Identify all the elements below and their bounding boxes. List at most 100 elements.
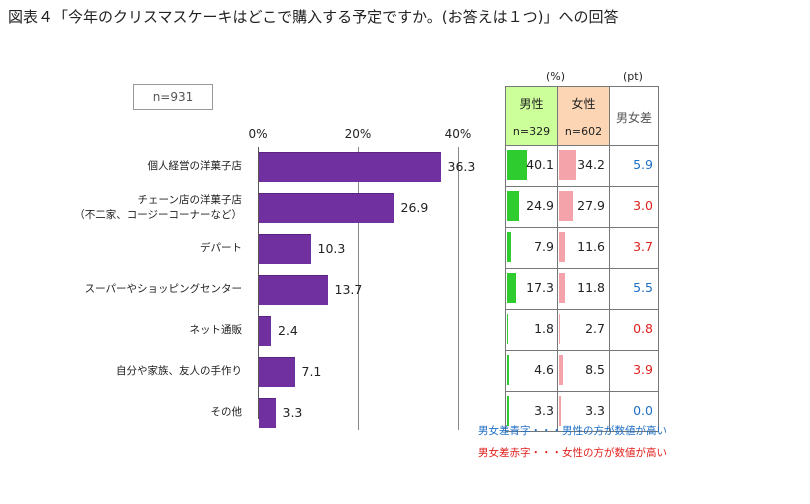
- table-cell: [505, 145, 557, 186]
- table-cell: [557, 145, 609, 186]
- diff-value: 3.7: [633, 239, 653, 254]
- page-title: 図表４「今年のクリスマスケーキはどこで購入する予定ですか。(お答えは１つ)」への…: [8, 8, 619, 26]
- bar-value-label: 3.3: [282, 404, 303, 420]
- bar-value-label: 2.4: [278, 322, 298, 338]
- category-label: 自分や家族、友人の手作り: [116, 364, 242, 379]
- diff-value: 0.0: [633, 403, 653, 418]
- male-sample-size: n=329: [512, 125, 551, 138]
- bar: [259, 233, 311, 264]
- male-header-label: 男性: [519, 97, 544, 111]
- bar: [259, 356, 295, 387]
- table-cell: [505, 268, 557, 309]
- category-label: その他: [211, 405, 243, 420]
- gridline: [358, 147, 359, 430]
- category-label-line: チェーン店の洋菓子店: [137, 193, 242, 206]
- male-value: 3.3: [534, 403, 554, 418]
- bar: [259, 397, 276, 428]
- bar: [259, 151, 441, 182]
- table-cell: [505, 186, 557, 227]
- category-label: 個人経営の洋菓子店: [148, 159, 243, 174]
- male-mini-bar: [507, 396, 509, 426]
- table-cell: [505, 227, 557, 268]
- male-value: 7.9: [534, 239, 554, 254]
- female-header: 女性 n=602: [557, 86, 609, 145]
- category-label: スーパーやショッピングセンター: [85, 282, 242, 297]
- unit-percent: (%): [546, 70, 566, 83]
- female-mini-bar: [559, 273, 565, 303]
- male-value: 40.1: [526, 157, 554, 172]
- x-tick-label: 0%: [248, 127, 268, 141]
- diff-value: 0.8: [633, 321, 653, 336]
- table-cell: [557, 309, 609, 350]
- female-value: 2.7: [585, 321, 605, 336]
- table-cell: [609, 350, 659, 391]
- table-cell: [505, 391, 557, 432]
- bar: [259, 315, 271, 346]
- note-red: 男女差赤字・・・女性の方が数値が高い: [478, 447, 667, 459]
- x-tick-label: 20%: [344, 127, 372, 141]
- female-mini-bar: [559, 396, 561, 426]
- diff-header: 男女差: [609, 86, 659, 145]
- category-label: デパート: [200, 241, 242, 256]
- table-cell: [505, 350, 557, 391]
- category-label-line: ネット通販: [189, 324, 243, 336]
- diff-header-label: 男女差: [615, 111, 652, 125]
- bar-value-label: 26.9: [400, 199, 429, 215]
- bar-value-label: 36.3: [447, 158, 476, 174]
- male-value: 4.6: [534, 362, 554, 377]
- male-mini-bar: [507, 355, 510, 385]
- category-label-line: スーパーやショッピングセンター: [84, 283, 242, 295]
- table-cell: [609, 186, 659, 227]
- female-value: 11.8: [577, 280, 605, 295]
- category-label: ネット通販: [190, 323, 243, 338]
- table-cell: [609, 145, 659, 186]
- male-value: 24.9: [526, 198, 554, 213]
- bar-value-label: 13.7: [334, 281, 363, 297]
- table-cell: [505, 309, 557, 350]
- female-value: 8.5: [585, 362, 605, 377]
- category-label-line: その他: [210, 406, 243, 418]
- category-label-line: 自分や家族、友人の手作り: [116, 365, 242, 377]
- sample-size-box: n=931: [133, 84, 213, 110]
- male-mini-bar: [507, 314, 508, 344]
- male-header: 男性 n=329: [505, 86, 557, 145]
- male-mini-bar: [507, 191, 520, 221]
- y-axis-line: [258, 147, 259, 419]
- table-cell: [557, 391, 609, 432]
- bar: [259, 274, 328, 305]
- note-blue: 男女差青字・・・男性の方が数値が高い: [478, 425, 667, 437]
- gridline: [458, 147, 459, 430]
- category-label-line: （不二家、コージーコーナーなど）: [74, 208, 242, 221]
- female-sample-size: n=602: [564, 125, 603, 138]
- category-label-line: デパート: [200, 242, 242, 254]
- female-mini-bar: [559, 232, 565, 262]
- female-value: 11.6: [577, 239, 605, 254]
- diff-value: 5.5: [633, 280, 653, 295]
- table-cell: [609, 268, 659, 309]
- female-value: 3.3: [585, 403, 605, 418]
- female-mini-bar: [559, 150, 577, 180]
- bar: [259, 192, 394, 223]
- diff-value: 3.9: [633, 362, 653, 377]
- female-mini-bar: [559, 191, 573, 221]
- table-cell: [609, 309, 659, 350]
- category-label-line: 個人経営の洋菓子店: [147, 160, 243, 172]
- bar-value-label: 7.1: [301, 363, 322, 379]
- female-value: 27.9: [577, 198, 605, 213]
- table-cell: [557, 268, 609, 309]
- table-cell: [557, 186, 609, 227]
- female-header-label: 女性: [571, 97, 596, 111]
- male-mini-bar: [507, 232, 511, 262]
- female-mini-bar: [559, 314, 561, 344]
- female-mini-bar: [559, 355, 564, 385]
- table-cell: [609, 391, 659, 432]
- bar-value-label: 10.3: [317, 240, 346, 256]
- diff-value: 5.9: [633, 157, 653, 172]
- unit-points: (pt): [623, 70, 643, 83]
- female-value: 34.2: [577, 157, 605, 172]
- category-label: チェーン店の洋菓子店 （不二家、コージーコーナーなど）: [74, 193, 242, 223]
- x-tick-label: 40%: [444, 127, 472, 141]
- diff-value: 3.0: [633, 198, 653, 213]
